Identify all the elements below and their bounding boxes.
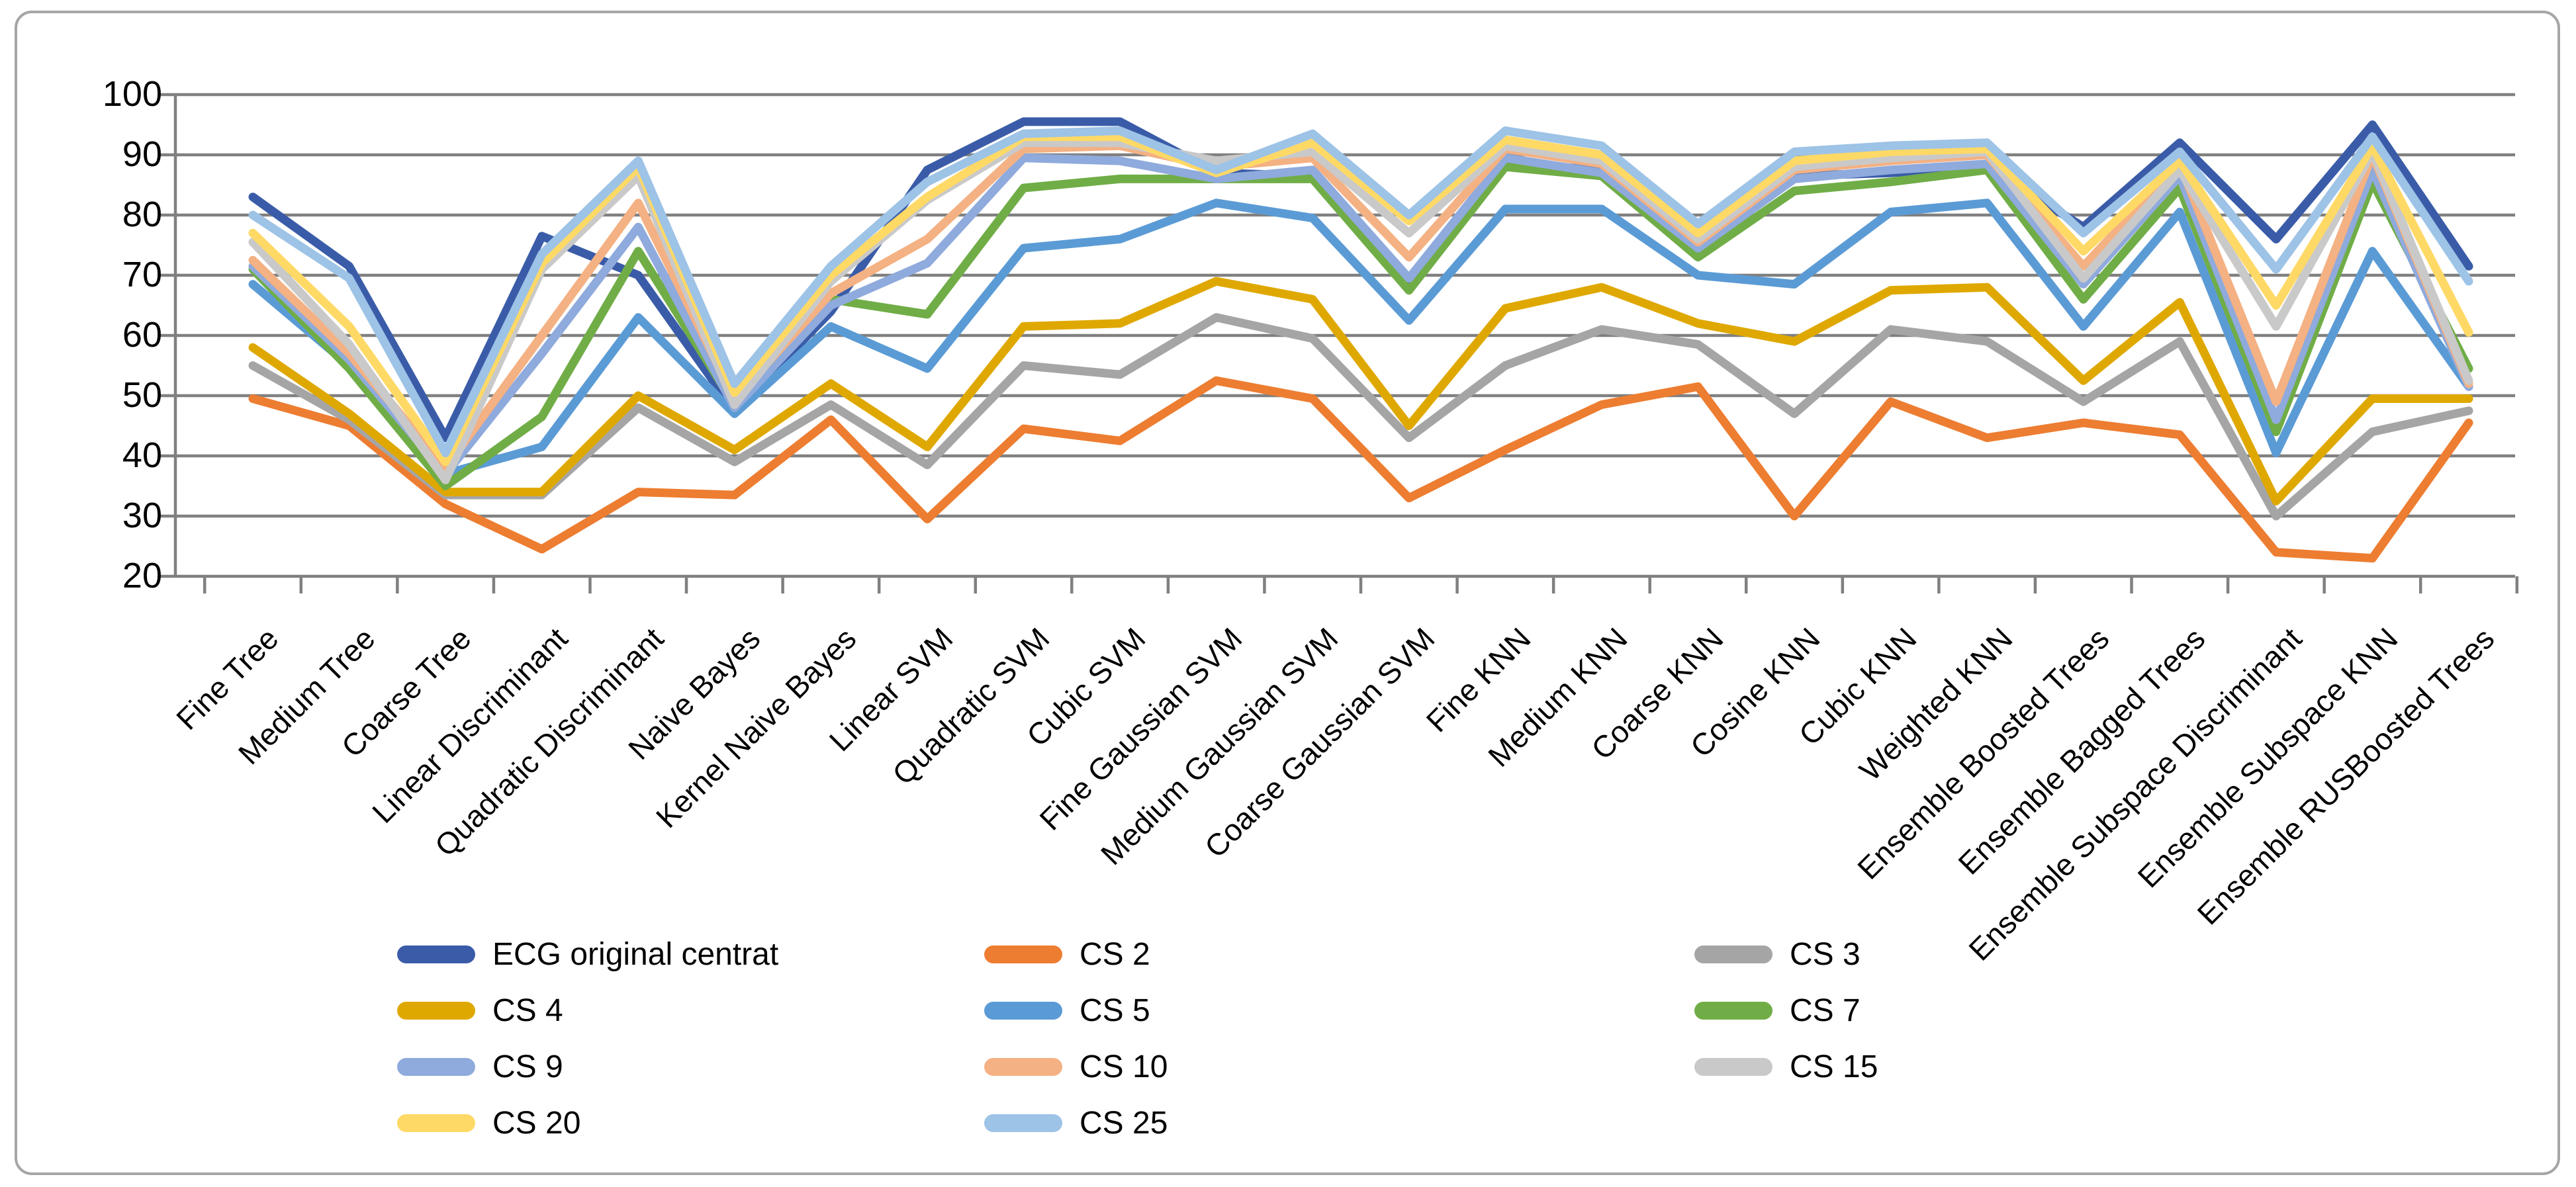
legend-item-cs-7: CS 7 [1694, 990, 1861, 1030]
legend-swatch [397, 1057, 475, 1076]
legend-swatch [984, 1001, 1062, 1020]
legend-item-cs-2: CS 2 [984, 934, 1150, 974]
legend-swatch [984, 1057, 1062, 1076]
legend-label: CS 9 [492, 1049, 563, 1084]
legend-label: ECG original centrat [492, 936, 779, 972]
legend-label: CS 7 [1790, 992, 1861, 1028]
legend-swatch [397, 1114, 475, 1132]
legend-swatch [984, 1114, 1062, 1132]
legend-label: CS 5 [1080, 992, 1150, 1028]
legend-label: CS 25 [1080, 1105, 1168, 1141]
y-axis-tick-label: 30 [122, 496, 162, 535]
chart-border [15, 11, 2560, 1175]
y-axis-tick-label: 100 [102, 74, 162, 114]
legend-item-cs-9: CS 9 [397, 1047, 563, 1086]
series-line-cs-20 [248, 132, 2473, 466]
series-line-cs-10 [248, 141, 2473, 472]
y-axis-tick-label: 20 [122, 556, 162, 595]
legend-swatch [397, 945, 475, 963]
legend-label: CS 20 [492, 1105, 581, 1141]
y-axis-tick-label: 60 [122, 315, 162, 355]
legend-item-cs-5: CS 5 [984, 990, 1150, 1030]
legend-item-cs-10: CS 10 [984, 1047, 1168, 1086]
legend-swatch [1694, 945, 1772, 963]
series-line-cs-7 [248, 162, 2473, 490]
series-line-cs-25 [248, 126, 2473, 457]
legend-label: CS 15 [1790, 1049, 1878, 1084]
legend-swatch [1694, 1057, 1772, 1076]
series-line-cs-5 [248, 198, 2473, 478]
legend-swatch [1694, 1001, 1772, 1020]
y-axis-tick-label: 90 [122, 134, 162, 174]
legend-item-cs-4: CS 4 [397, 990, 563, 1030]
legend-label: CS 4 [492, 992, 563, 1028]
y-axis-tick-label: 80 [122, 195, 162, 234]
legend-label: CS 3 [1790, 936, 1861, 972]
y-axis-tick-label: 70 [122, 255, 162, 294]
legend-item-cs-3: CS 3 [1694, 934, 1861, 974]
series-line-cs-3 [248, 313, 2473, 521]
y-axis-tick-label: 40 [122, 435, 162, 475]
legend-label: CS 10 [1080, 1049, 1168, 1084]
legend-item-cs-15: CS 15 [1694, 1047, 1878, 1086]
legend-swatch [397, 1001, 475, 1020]
legend-item-cs-20: CS 20 [397, 1103, 580, 1143]
series-line-cs-2 [248, 376, 2473, 563]
legend-item-cs-25: CS 25 [984, 1103, 1168, 1143]
series-line-cs-15 [248, 138, 2473, 484]
series-line-cs-4 [248, 277, 2473, 506]
legend-label: CS 2 [1080, 936, 1150, 972]
legend-swatch [984, 945, 1062, 963]
y-axis-tick-label: 50 [122, 375, 162, 415]
legend-item-ecg-original-centrat: ECG original centrat [397, 934, 778, 974]
